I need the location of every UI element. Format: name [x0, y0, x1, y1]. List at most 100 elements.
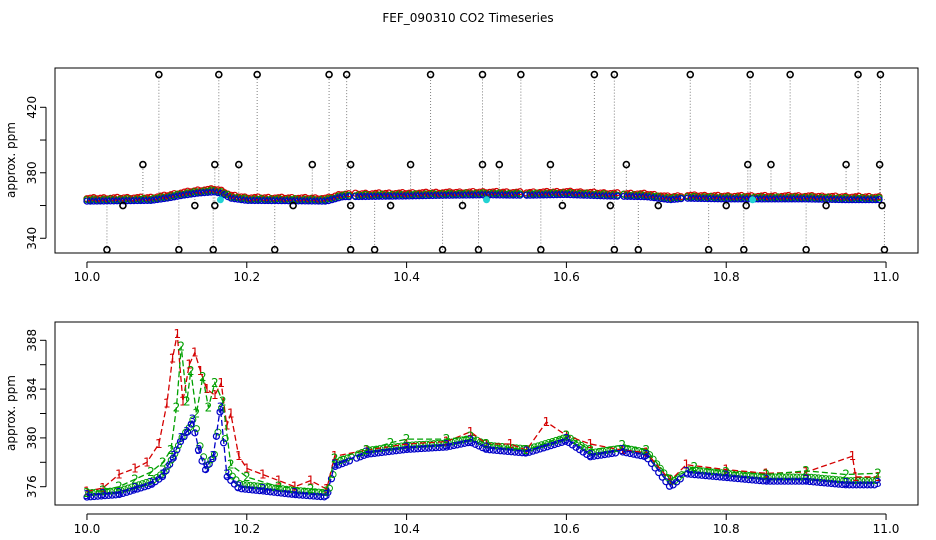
bottom-point-blue — [518, 449, 526, 457]
series-marker-2: 2 — [99, 483, 107, 497]
bottom-point-blue — [611, 449, 620, 457]
series-marker-2: 2 — [587, 443, 595, 457]
bottom-point-blue — [540, 444, 548, 452]
top-spike-point-mid-high — [478, 160, 487, 169]
bottom-point-blue — [309, 492, 318, 500]
bottom-x-tick-label: 10.0 — [74, 522, 101, 536]
top-spike-point-low — [704, 245, 713, 254]
bottom-point-blue — [230, 480, 238, 488]
bottom-point-blue — [698, 471, 706, 479]
bottom-point-blue — [647, 459, 656, 468]
bottom-plot-box — [54, 321, 919, 506]
bottom-point-green — [185, 424, 193, 432]
top-spike-point-mid-high — [842, 160, 850, 169]
series-marker-1: 1 — [227, 407, 235, 421]
bottom-point-blue — [759, 477, 767, 485]
series-marker-3: 3 — [483, 441, 491, 455]
bottom-point-blue — [691, 471, 699, 479]
top-spike-point-low — [634, 245, 643, 254]
bottom-point-blue — [389, 447, 397, 455]
top-spike-point-mid-high — [622, 160, 631, 169]
series-marker-1: 1 — [99, 481, 107, 495]
series-marker-1: 1 — [173, 327, 181, 341]
bottom-point-blue — [255, 487, 264, 495]
series-marker-3: 3 — [147, 476, 155, 490]
bottom-y-tick-label: 376 — [25, 475, 39, 498]
series-marker-2: 2 — [642, 443, 650, 457]
series-marker-3: 3 — [587, 448, 595, 462]
bottom-point-blue — [802, 477, 810, 485]
bottom-point-blue — [676, 475, 684, 483]
bottom-point-blue — [558, 438, 566, 447]
bottom-point-blue — [867, 481, 875, 489]
bottom-point-blue — [820, 479, 828, 487]
series-marker-2: 2 — [183, 394, 191, 408]
bottom-point-blue — [180, 433, 188, 441]
bottom-point-blue — [662, 478, 670, 486]
top-panel: approx. ppm 10.0 10.2 10.4 10.6 10.8 11.0 340 3… — [4, 67, 919, 284]
bottom-panel: approx. ppm 10.0 10.2 10.4 10.6 10.8 11.0 376 3… — [4, 321, 919, 536]
series-marker-3: 3 — [467, 433, 475, 447]
series-marker-1: 1 — [331, 449, 339, 463]
top-spike-point-low — [474, 245, 483, 254]
bottom-point-blue — [453, 441, 461, 449]
series-marker-3: 3 — [842, 476, 850, 490]
bottom-point-blue — [755, 476, 763, 485]
bottom-point-blue — [500, 447, 508, 455]
top-spike-point-high — [786, 70, 794, 79]
series-marker-3: 3 — [235, 480, 243, 494]
top-data-points — [83, 70, 889, 254]
bottom-point-blue — [590, 452, 598, 460]
series-marker-2: 2 — [802, 464, 810, 478]
top-spike-point-mid-high — [211, 160, 219, 169]
top-spike-point-mid-low — [289, 201, 297, 210]
top-point-blue — [516, 191, 524, 199]
top-spike-point-low — [370, 245, 379, 254]
bottom-point-blue — [748, 476, 756, 484]
bottom-point-blue — [140, 483, 149, 491]
top-spike-point-mid-low — [722, 201, 731, 210]
top-spike-point-high — [253, 70, 261, 79]
series-marker-1: 1 — [852, 470, 860, 484]
bottom-point-blue — [727, 474, 735, 482]
bottom-point-green — [419, 440, 427, 448]
bottom-point-blue — [392, 447, 400, 455]
bottom-point-blue — [277, 489, 285, 497]
top-point-red — [516, 188, 524, 196]
top-plot-box — [54, 67, 919, 254]
series-marker-3: 3 — [443, 438, 451, 452]
bottom-point-blue — [414, 445, 422, 453]
bottom-point-blue — [259, 487, 267, 495]
top-spike-point-high — [517, 70, 525, 79]
series-marker-2: 2 — [619, 438, 627, 452]
series-marker-3: 3 — [874, 476, 882, 490]
bottom-point-green — [171, 450, 179, 458]
bottom-point-blue — [716, 473, 724, 481]
series-marker-1: 1 — [642, 446, 650, 460]
series-marker-3: 3 — [177, 431, 185, 445]
bottom-point-blue — [187, 420, 195, 428]
bottom-point-blue — [83, 493, 91, 501]
bottom-point-blue — [813, 478, 821, 486]
bottom-point-blue — [780, 477, 789, 485]
bottom-point-blue — [417, 444, 425, 453]
top-y-tick-label: 420 — [25, 96, 39, 119]
bottom-point-blue — [90, 492, 98, 501]
series-marker-3: 3 — [131, 481, 139, 495]
bottom-y-tick-label: 380 — [25, 426, 39, 449]
bottom-point-green — [843, 477, 851, 485]
bottom-point-green — [462, 435, 470, 443]
series-marker-2: 2 — [666, 472, 674, 486]
bottom-point-blue — [450, 441, 458, 450]
bottom-point-blue — [752, 476, 760, 484]
series-marker-2: 2 — [131, 472, 139, 486]
bottom-point-green — [383, 444, 391, 452]
bottom-point-green — [430, 440, 438, 448]
top-spike-point-mid-low — [386, 201, 395, 210]
top-x-tick-label: 11.0 — [873, 270, 900, 284]
bottom-point-blue — [446, 442, 454, 450]
bottom-point-blue — [824, 479, 832, 487]
bottom-x-tick-label: 10.8 — [713, 522, 740, 536]
series-marker-3: 3 — [802, 472, 810, 486]
series-marker-2: 2 — [227, 458, 235, 472]
